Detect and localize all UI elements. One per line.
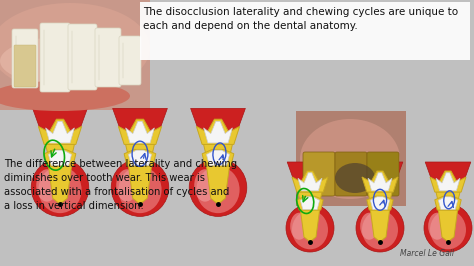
Polygon shape — [207, 150, 229, 165]
Polygon shape — [425, 162, 471, 192]
Text: The disocclusion laterality and chewing cycles are unique to
each and depend on : The disocclusion laterality and chewing … — [143, 7, 458, 31]
Ellipse shape — [356, 204, 404, 252]
Ellipse shape — [116, 169, 138, 202]
Ellipse shape — [430, 210, 466, 249]
Ellipse shape — [428, 213, 446, 240]
Polygon shape — [207, 166, 229, 204]
FancyBboxPatch shape — [12, 29, 38, 88]
Polygon shape — [367, 196, 393, 210]
Polygon shape — [370, 197, 390, 209]
Polygon shape — [126, 121, 155, 143]
Ellipse shape — [290, 213, 308, 240]
Polygon shape — [191, 109, 246, 144]
Ellipse shape — [292, 210, 328, 249]
Polygon shape — [301, 210, 319, 242]
Ellipse shape — [31, 159, 89, 217]
Text: The difference between laterality and chewing
diminishes over tooth wear. This w: The difference between laterality and ch… — [4, 159, 237, 211]
Ellipse shape — [0, 3, 150, 93]
Ellipse shape — [189, 159, 247, 217]
Ellipse shape — [194, 169, 216, 202]
Polygon shape — [436, 192, 460, 218]
FancyBboxPatch shape — [335, 152, 367, 196]
Polygon shape — [438, 197, 457, 209]
Ellipse shape — [335, 163, 375, 193]
Polygon shape — [124, 149, 156, 166]
Polygon shape — [46, 121, 74, 143]
Ellipse shape — [118, 166, 162, 213]
Polygon shape — [287, 162, 333, 192]
FancyBboxPatch shape — [296, 111, 406, 206]
Polygon shape — [357, 162, 403, 192]
Polygon shape — [46, 144, 74, 175]
Ellipse shape — [424, 204, 472, 252]
Polygon shape — [48, 166, 72, 204]
Polygon shape — [48, 150, 72, 165]
Polygon shape — [292, 171, 328, 192]
Ellipse shape — [300, 119, 400, 199]
FancyBboxPatch shape — [119, 36, 141, 85]
Ellipse shape — [360, 213, 378, 240]
Polygon shape — [435, 196, 461, 210]
FancyBboxPatch shape — [0, 0, 150, 110]
Polygon shape — [118, 119, 162, 144]
FancyBboxPatch shape — [40, 23, 70, 92]
Ellipse shape — [286, 204, 334, 252]
Polygon shape — [196, 119, 239, 144]
Ellipse shape — [38, 166, 82, 213]
Polygon shape — [128, 166, 152, 204]
Polygon shape — [44, 149, 76, 166]
Polygon shape — [430, 171, 466, 192]
Polygon shape — [33, 109, 87, 144]
Polygon shape — [438, 210, 457, 242]
Polygon shape — [368, 173, 392, 191]
Polygon shape — [204, 121, 232, 143]
Ellipse shape — [362, 210, 398, 249]
Ellipse shape — [111, 159, 169, 217]
Polygon shape — [126, 144, 155, 175]
Ellipse shape — [36, 169, 58, 202]
Polygon shape — [202, 149, 234, 166]
Ellipse shape — [0, 36, 140, 86]
Ellipse shape — [196, 166, 239, 213]
Polygon shape — [301, 197, 319, 209]
Text: Marcel Le Gall: Marcel Le Gall — [400, 249, 454, 258]
Polygon shape — [298, 173, 322, 191]
FancyBboxPatch shape — [68, 24, 97, 90]
Polygon shape — [370, 210, 390, 242]
Polygon shape — [113, 109, 167, 144]
Polygon shape — [128, 150, 152, 165]
FancyBboxPatch shape — [140, 2, 470, 60]
Polygon shape — [297, 196, 323, 210]
Polygon shape — [368, 192, 392, 218]
Polygon shape — [204, 144, 232, 175]
FancyBboxPatch shape — [95, 28, 121, 87]
Polygon shape — [38, 119, 82, 144]
FancyBboxPatch shape — [367, 152, 399, 196]
Polygon shape — [298, 192, 322, 218]
Polygon shape — [436, 173, 460, 191]
FancyBboxPatch shape — [14, 45, 36, 87]
Ellipse shape — [0, 81, 130, 111]
Polygon shape — [362, 171, 398, 192]
FancyBboxPatch shape — [303, 152, 335, 196]
